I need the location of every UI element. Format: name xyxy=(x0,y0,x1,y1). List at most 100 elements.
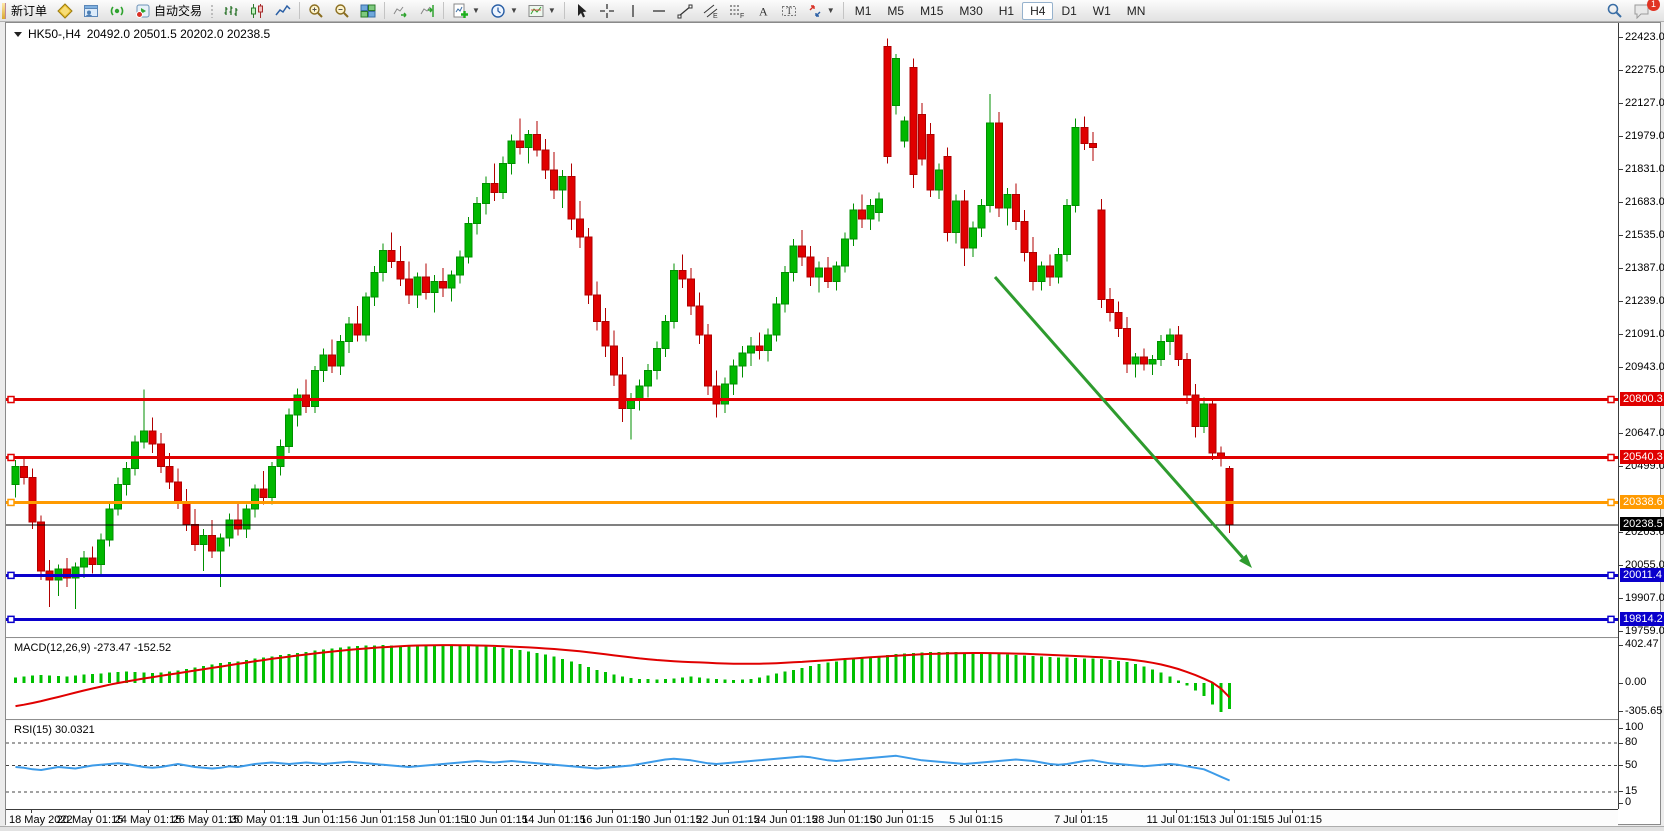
candle xyxy=(1054,248,1063,284)
candle xyxy=(1080,116,1089,150)
line-end-marker[interactable] xyxy=(1607,571,1615,580)
macd-histogram-bar xyxy=(1219,683,1223,712)
timeframe-m15[interactable]: M15 xyxy=(920,3,944,18)
arrows-button[interactable]: ▼ xyxy=(802,1,840,21)
price-line-chip: 20238.5 xyxy=(1620,517,1664,531)
timeframe-h4[interactable]: H4 xyxy=(1022,1,1054,20)
svg-text:F: F xyxy=(740,13,744,19)
macd-histogram-bar xyxy=(869,657,872,683)
time-label: 28 Jun 01:15 xyxy=(812,814,876,826)
new-order-button[interactable]: 新订单 xyxy=(6,1,52,21)
line-chart-button[interactable] xyxy=(270,1,296,21)
signals-button[interactable] xyxy=(104,1,130,21)
zoom-in-button[interactable] xyxy=(303,1,329,21)
candle xyxy=(199,528,208,572)
line-end-marker[interactable] xyxy=(7,395,15,404)
crosshair-button[interactable] xyxy=(594,1,620,21)
macd-histogram-bar xyxy=(185,668,188,683)
macd-panel[interactable] xyxy=(6,639,1618,719)
timeframe-m30[interactable]: M30 xyxy=(959,3,983,18)
macd-histogram-bar xyxy=(1125,662,1129,683)
window-footer xyxy=(0,826,1664,831)
text-label-icon: T xyxy=(781,5,796,16)
macd-histogram-bar xyxy=(945,651,949,683)
rsi-panel[interactable] xyxy=(6,721,1618,809)
time-tick xyxy=(554,810,555,813)
line-end-marker[interactable] xyxy=(1607,395,1615,404)
candle xyxy=(857,194,866,228)
templates-button[interactable]: ▼ xyxy=(523,1,561,21)
price-tick-label: 20647.0 xyxy=(1625,427,1664,439)
panel-separator[interactable] xyxy=(6,719,1618,721)
macd-histogram-bar xyxy=(1151,669,1155,683)
candle xyxy=(319,348,328,382)
trendline-button[interactable] xyxy=(672,1,698,21)
text-label-button[interactable]: T xyxy=(776,1,802,21)
macd-histogram-bar xyxy=(1211,683,1214,705)
indicators-button[interactable]: ▼ xyxy=(447,1,485,21)
equidistant-channel-button[interactable]: E xyxy=(698,1,724,21)
timeframe-d1[interactable]: D1 xyxy=(1061,3,1077,18)
metaeditor-button[interactable] xyxy=(52,1,78,21)
vertical-line-button[interactable] xyxy=(620,1,646,21)
macd-histogram-bar xyxy=(338,647,342,683)
candle xyxy=(379,243,388,282)
panel-separator[interactable] xyxy=(6,637,1618,639)
line-end-marker[interactable] xyxy=(1607,498,1615,507)
macd-histogram-bar xyxy=(980,653,984,683)
time-tick xyxy=(612,810,613,813)
price-line-chip: 20338.6 xyxy=(1620,495,1664,509)
bar-chart-button[interactable] xyxy=(218,1,244,21)
fibonacci-icon: F xyxy=(729,5,744,19)
macd-histogram-bar xyxy=(373,645,377,683)
line-end-marker[interactable] xyxy=(1607,453,1615,462)
trend-arrow[interactable] xyxy=(993,276,1244,559)
macd-histogram-bar xyxy=(937,651,941,683)
macd-histogram-bar xyxy=(638,678,642,683)
macd-histogram-bar xyxy=(1057,657,1061,683)
time-axis[interactable]: 18 May 2022 20 May 01:15 24 May 01:15 26 Ma… xyxy=(6,809,1618,826)
candle xyxy=(909,58,918,188)
timeframe-h1[interactable]: H1 xyxy=(998,3,1015,18)
cursor-button[interactable] xyxy=(568,1,594,21)
terminal-button[interactable] xyxy=(78,1,104,21)
main-price-chart[interactable] xyxy=(6,24,1618,637)
auto-scroll-button[interactable] xyxy=(388,1,414,21)
candle xyxy=(336,334,345,376)
macd-histogram-bar xyxy=(56,675,60,683)
line-end-marker[interactable] xyxy=(7,615,15,624)
trend-arrow-head[interactable] xyxy=(1238,554,1252,568)
autotrading-label: 自动交易 xyxy=(154,4,203,18)
text-button[interactable]: A xyxy=(750,1,776,21)
zoom-out-button[interactable] xyxy=(329,1,355,21)
tile-windows-button[interactable] xyxy=(355,1,381,21)
chart-shift-button[interactable] xyxy=(414,1,440,21)
line-end-marker[interactable] xyxy=(1607,615,1615,624)
line-end-marker[interactable] xyxy=(7,453,15,462)
candle xyxy=(644,363,653,398)
axis-tick xyxy=(1619,765,1623,766)
candle xyxy=(1140,348,1149,371)
axis-tick xyxy=(1619,645,1623,646)
price-axis[interactable]: 22423.0 22275.0 22127.0 21979.0 21831.0 21683… xyxy=(1618,23,1664,809)
timeframe-mn[interactable]: MN xyxy=(1126,3,1146,18)
timeframe-m5[interactable]: M5 xyxy=(887,3,905,18)
candlestick-chart-button[interactable] xyxy=(244,1,270,21)
horizontal-line-button[interactable] xyxy=(646,1,672,21)
line-end-marker[interactable] xyxy=(7,498,15,507)
candle xyxy=(447,270,456,302)
periods-button[interactable]: ▼ xyxy=(485,1,523,21)
chart-menu-arrow-icon[interactable] xyxy=(14,31,22,37)
time-label: 26 May 01:15 xyxy=(172,814,240,826)
time-label: 13 Jul 01:15 xyxy=(1204,814,1264,826)
time-label: 1 Jun 01:15 xyxy=(293,814,351,826)
fibonacci-button[interactable]: F xyxy=(724,1,750,21)
search-button[interactable] xyxy=(1601,1,1628,21)
line-end-marker[interactable] xyxy=(7,571,15,580)
macd-histogram-bar xyxy=(296,652,300,683)
notifications-button[interactable]: 1 xyxy=(1628,0,1660,21)
candle xyxy=(1011,183,1020,231)
autotrading-button[interactable]: 自动交易 xyxy=(130,1,207,21)
timeframe-m1[interactable]: M1 xyxy=(854,3,872,18)
timeframe-w1[interactable]: W1 xyxy=(1092,3,1111,18)
